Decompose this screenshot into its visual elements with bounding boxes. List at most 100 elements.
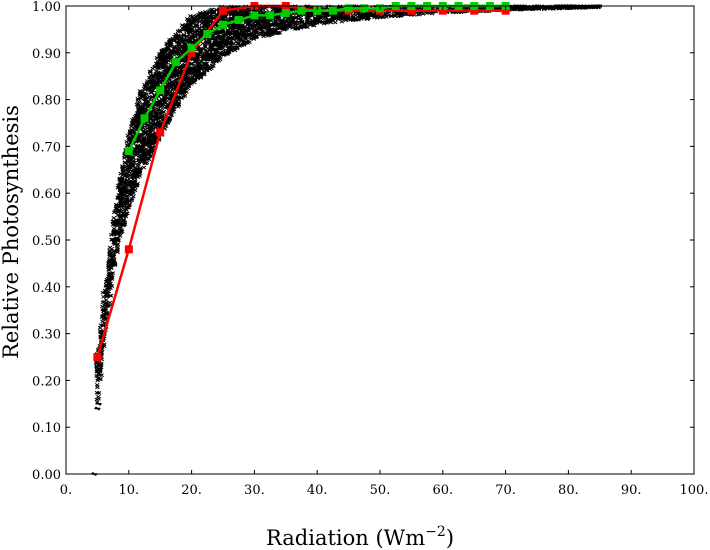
scatter-point xyxy=(182,27,187,32)
scatter-point xyxy=(132,188,138,193)
scatter-point xyxy=(380,15,385,20)
x-tick-label: 0. xyxy=(60,483,72,498)
y-tick-label: 0.50 xyxy=(32,234,61,249)
series-marker xyxy=(266,11,275,20)
y-tick-label: 0.70 xyxy=(32,140,61,155)
scatter-point xyxy=(118,171,124,176)
scatter-point xyxy=(94,374,99,378)
series-marker xyxy=(171,58,180,67)
scatter-point xyxy=(122,212,128,217)
scatter-point xyxy=(98,365,104,370)
scatter-point xyxy=(235,41,241,46)
scatter-point xyxy=(189,36,195,41)
scatter-point xyxy=(310,23,316,27)
y-tick-label: 0.60 xyxy=(32,187,61,202)
scatter-point xyxy=(162,97,168,101)
scatter-point xyxy=(112,261,118,266)
scatter-point xyxy=(184,90,189,94)
scatter-point xyxy=(187,26,193,30)
scatter-point xyxy=(110,255,115,260)
scatter-point xyxy=(182,94,188,98)
scatter-point xyxy=(100,323,106,328)
scatter-point xyxy=(132,185,138,189)
series-marker xyxy=(438,6,447,15)
series-marker xyxy=(140,114,149,123)
scatter-point xyxy=(259,27,264,31)
scatter-point xyxy=(118,194,124,199)
scatter-point xyxy=(102,316,107,321)
scatter-point xyxy=(148,153,154,158)
scatter-point xyxy=(125,196,131,200)
series-marker xyxy=(281,9,290,18)
scatter-point xyxy=(137,171,143,176)
scatter-point xyxy=(171,109,176,114)
scatter-point xyxy=(149,90,155,95)
scatter-point xyxy=(168,75,174,80)
scatter-point xyxy=(109,275,115,280)
scatter-point xyxy=(150,146,155,150)
y-tick-label: 0.10 xyxy=(32,421,61,436)
series-marker xyxy=(93,353,102,361)
x-axis-title-main: Radiation (Wm xyxy=(266,526,425,550)
series-marker xyxy=(219,20,227,29)
scatter-point xyxy=(107,300,113,305)
scatter-point xyxy=(143,130,148,134)
x-tick-label: 50. xyxy=(370,483,391,498)
scatter-point xyxy=(96,391,102,395)
scatter-point xyxy=(151,139,157,144)
scatter-point xyxy=(108,266,114,270)
scatter-point xyxy=(168,49,174,54)
scatter-point xyxy=(237,31,242,36)
x-tick-label: 60. xyxy=(432,483,453,498)
scatter-point xyxy=(162,72,168,77)
scatter-point xyxy=(290,15,296,20)
scatter-point xyxy=(166,118,172,123)
scatter-point xyxy=(121,218,126,223)
scatter-point xyxy=(244,12,249,17)
scatter-point xyxy=(210,61,216,65)
scatter-point xyxy=(245,10,251,15)
scatter-point xyxy=(103,300,109,305)
scatter-point xyxy=(277,31,282,35)
scatter-point xyxy=(298,18,304,22)
scatter-point xyxy=(158,70,163,75)
scatter-point xyxy=(202,43,208,48)
series-marker xyxy=(156,128,165,137)
scatter-point xyxy=(171,104,176,109)
scatter-point xyxy=(135,163,141,168)
series-marker xyxy=(234,16,243,25)
scatter-point xyxy=(186,18,192,22)
scatter-point xyxy=(252,28,258,33)
scatter-point xyxy=(190,29,196,34)
scatter-point xyxy=(111,249,117,254)
scatter-point xyxy=(109,284,115,288)
scatter-point xyxy=(177,40,182,45)
series-marker xyxy=(470,6,479,15)
scatter-point xyxy=(182,82,187,87)
scatter-point xyxy=(131,160,137,165)
scatter-point xyxy=(225,51,231,56)
scatter-point xyxy=(150,80,155,85)
scatter-point xyxy=(100,308,107,313)
series-marker xyxy=(187,48,196,57)
scatter-point xyxy=(147,69,153,74)
scatter-point xyxy=(104,312,109,317)
scatter-point xyxy=(281,27,287,32)
scatter-point xyxy=(115,242,121,246)
x-tick-label: 80. xyxy=(558,483,579,498)
scatter-point xyxy=(216,39,221,44)
scatter-point xyxy=(178,29,183,34)
scatter-point xyxy=(190,78,196,83)
scatter-point xyxy=(98,361,104,366)
scatter-point xyxy=(117,194,123,199)
scatter-point xyxy=(209,64,215,69)
scatter-point xyxy=(123,200,128,205)
x-tick-label: 90. xyxy=(621,483,642,498)
y-tick-label: 0.90 xyxy=(32,47,61,62)
scatter-point xyxy=(284,26,289,31)
scatter-point xyxy=(196,26,202,31)
scatter-point xyxy=(103,284,110,289)
scatter-point xyxy=(144,156,150,161)
x-axis-title-sup: −2 xyxy=(425,524,446,540)
series-marker xyxy=(344,4,353,13)
